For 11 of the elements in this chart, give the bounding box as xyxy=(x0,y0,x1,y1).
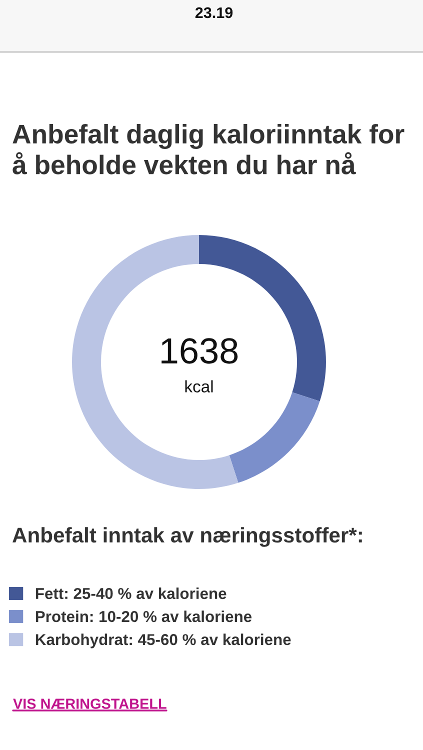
legend-label: Protein: 10-20 % av kaloriene xyxy=(36,610,252,622)
text: 1638 xyxy=(162,338,238,364)
text: kcal xyxy=(185,380,213,392)
chart-title: Anbefalt daglig kaloriinntak for å beholde vekten du har nå xyxy=(12,124,404,174)
legend-label: Fett: 25-40 % av kaloriene xyxy=(36,588,226,600)
legend-title: Anbefalt inntak av næringsstoffer*: xyxy=(12,527,362,547)
donut-slice xyxy=(229,392,320,483)
donut-slice xyxy=(72,235,238,489)
text: VIS NÆRINGSTABELL xyxy=(13,698,166,709)
legend-label: Karbohydrat: 45-60 % av kaloriene xyxy=(36,634,291,648)
text: 23.19 xyxy=(195,7,233,18)
